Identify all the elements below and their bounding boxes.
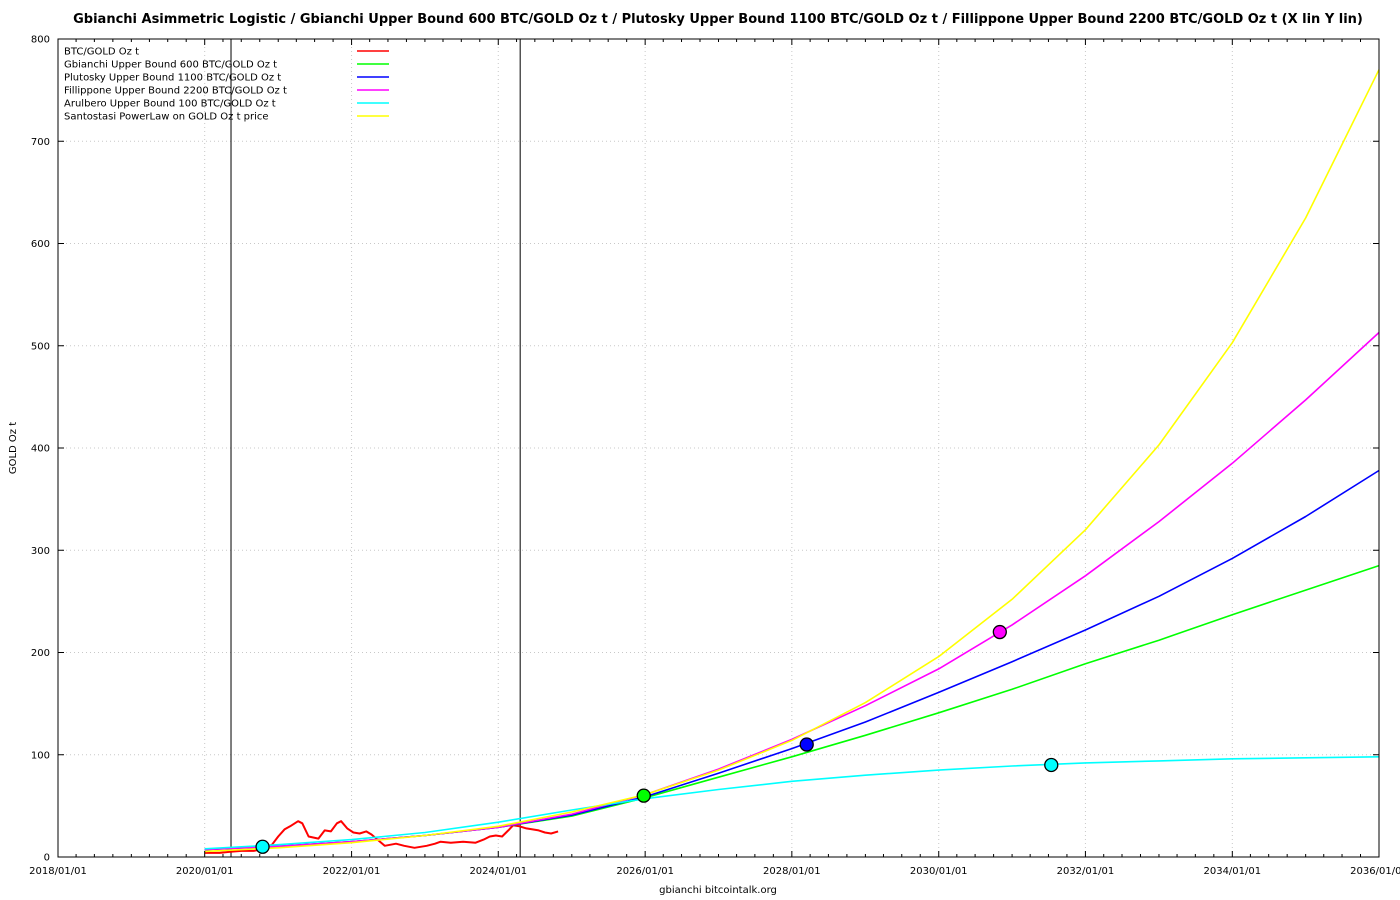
legend-label: Fillippone Upper Bound 2200 BTC/GOLD Oz … xyxy=(64,86,287,97)
y-tick-label: 0 xyxy=(44,853,50,864)
axis-ticks: 0 100 200 300 400 500 600 700 800 2018/01/01 2020/… xyxy=(29,35,1400,878)
point-marker xyxy=(255,839,270,854)
x-tick-label: 2032/01/01 xyxy=(1057,866,1115,877)
vertical-markers xyxy=(230,39,521,857)
legend: BTC/GOLD Oz t Gbianchi Upper Bound 600 BT… xyxy=(64,47,389,123)
y-tick-label: 500 xyxy=(31,341,50,352)
y-tick-label: 600 xyxy=(31,239,50,250)
point-marker xyxy=(1044,757,1059,773)
point-marker xyxy=(799,737,814,752)
x-tick-label: 2024/01/01 xyxy=(469,866,527,877)
y-tick-label: 100 xyxy=(31,750,50,761)
y-tick-label: 300 xyxy=(31,546,50,557)
legend-label: BTC/GOLD Oz t xyxy=(64,47,139,58)
point-marker xyxy=(992,624,1007,640)
series-line-5 xyxy=(204,756,1380,850)
point-marker xyxy=(636,788,651,803)
point-markers xyxy=(255,624,1059,854)
x-tick-label: 2028/01/01 xyxy=(763,866,821,877)
legend-label: Plutosky Upper Bound 1100 BTC/GOLD Oz t xyxy=(64,73,281,84)
x-tick-label: 2030/01/01 xyxy=(910,866,968,877)
legend-label: Arulbero Upper Bound 100 BTC/GOLD Oz t xyxy=(64,99,276,110)
chart-title: Gbianchi Asimmetric Logistic / Gbianchi … xyxy=(73,12,1363,27)
series-lines xyxy=(204,69,1380,854)
y-tick-label: 200 xyxy=(31,648,50,659)
x-tick-label: 2036/01/01 xyxy=(1350,866,1400,877)
series-line-6 xyxy=(204,69,1380,853)
legend-label: Santostasi PowerLaw on GOLD Oz t price xyxy=(64,112,269,123)
x-axis-label: gbianchi bitcointalk.org xyxy=(659,885,777,896)
grid xyxy=(58,39,1379,857)
y-axis-label: GOLD Oz t xyxy=(8,422,19,474)
x-tick-label: 2026/01/01 xyxy=(616,866,674,877)
x-tick-label: 2034/01/01 xyxy=(1203,866,1261,877)
legend-label: Gbianchi Upper Bound 600 BTC/GOLD Oz t xyxy=(64,60,277,71)
x-tick-label: 2022/01/01 xyxy=(323,866,381,877)
x-tick-label: 2018/01/01 xyxy=(29,866,87,877)
y-tick-label: 700 xyxy=(31,137,50,148)
y-tick-label: 800 xyxy=(31,35,50,46)
y-tick-label: 400 xyxy=(31,444,50,455)
x-tick-label: 2020/01/01 xyxy=(176,866,234,877)
